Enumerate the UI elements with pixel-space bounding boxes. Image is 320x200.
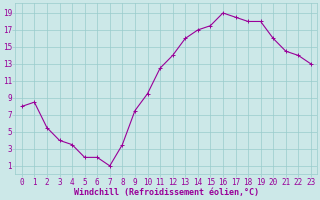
- X-axis label: Windchill (Refroidissement éolien,°C): Windchill (Refroidissement éolien,°C): [74, 188, 259, 197]
